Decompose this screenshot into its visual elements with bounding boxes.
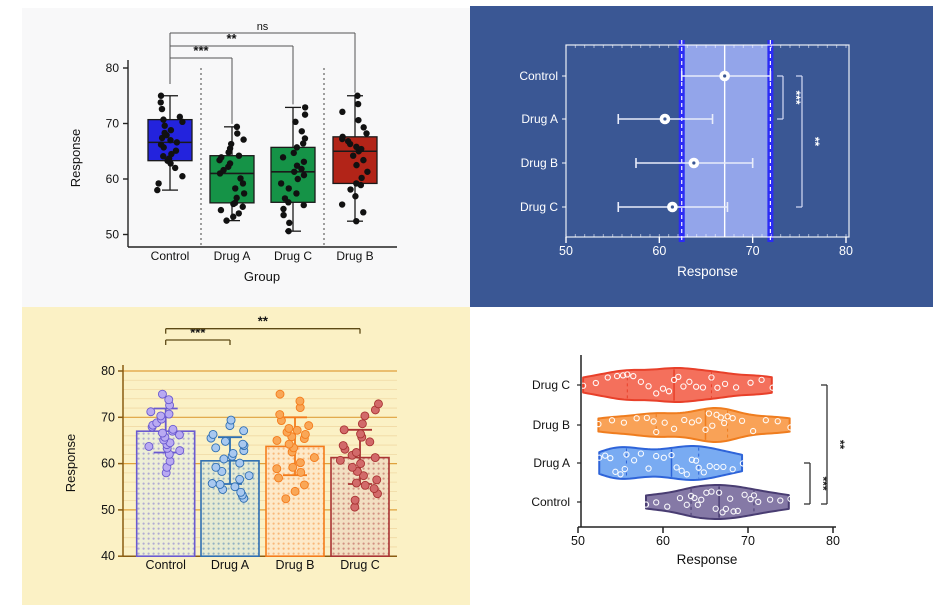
svg-text:Drug B: Drug B (336, 249, 373, 263)
interval-plot-canvas: 50 60 70 80 Response Control Drug A Drug B Drug … (519, 40, 853, 279)
svg-text:40: 40 (101, 549, 115, 563)
svg-text:***: *** (190, 325, 206, 340)
svg-text:70: 70 (101, 410, 115, 424)
panel-interval-plot: 50 60 70 80 Response Control Drug A Drug B Drug … (470, 6, 933, 307)
svg-text:Drug A: Drug A (211, 558, 250, 572)
svg-text:***: *** (193, 43, 209, 58)
svg-text:Drug A: Drug A (214, 249, 251, 263)
svg-text:60: 60 (652, 244, 666, 258)
svg-text:Response: Response (63, 434, 78, 493)
svg-text:Drug C: Drug C (532, 378, 570, 392)
svg-text:50: 50 (559, 244, 573, 258)
svg-text:70: 70 (106, 117, 120, 131)
svg-text:Drug A: Drug A (533, 456, 570, 470)
svg-text:Drug C: Drug C (274, 249, 312, 263)
svg-text:Control: Control (146, 558, 186, 572)
svg-text:Drug C: Drug C (340, 558, 380, 572)
panel-violin-plot: Drug C Drug B Drug A Control 50 60 70 80 Respons… (470, 307, 933, 614)
svg-text:***: *** (816, 476, 830, 490)
boxplot-canvas: 50 60 70 80 Response Control Drug A Drug C Drug … (68, 21, 397, 284)
svg-text:Control: Control (531, 495, 570, 509)
svg-text:70: 70 (746, 244, 760, 258)
svg-text:ns: ns (257, 21, 269, 33)
svg-text:**: ** (226, 31, 237, 46)
svg-text:50: 50 (106, 228, 120, 242)
svg-text:80: 80 (106, 61, 120, 75)
svg-text:50: 50 (101, 503, 115, 517)
svg-text:Group: Group (244, 269, 280, 284)
svg-text:**: ** (833, 440, 847, 450)
svg-text:80: 80 (826, 534, 840, 548)
svg-text:Drug B: Drug B (521, 156, 558, 170)
svg-text:Control: Control (151, 249, 190, 263)
svg-text:60: 60 (106, 172, 120, 186)
svg-text:Drug C: Drug C (520, 200, 558, 214)
panel-boxplot: 50 60 70 80 Response Control Drug A Drug C Drug … (22, 8, 470, 307)
svg-text:60: 60 (656, 534, 670, 548)
bar-chart-canvas: 40 50 60 70 80 Response Control Drug A Drug B Dru… (63, 314, 397, 572)
svg-text:Drug B: Drug B (276, 558, 315, 572)
svg-text:80: 80 (101, 364, 115, 378)
svg-text:60: 60 (101, 457, 115, 471)
violin-plot-canvas: Drug C Drug B Drug A Control 50 60 70 80 Respons… (531, 355, 847, 567)
svg-text:**: ** (808, 137, 822, 147)
panel-bar-chart: 40 50 60 70 80 Response Control Drug A Drug B Dru… (22, 307, 470, 605)
svg-text:Drug B: Drug B (533, 418, 570, 432)
svg-text:80: 80 (839, 244, 853, 258)
svg-text:Response: Response (677, 552, 738, 567)
svg-text:Control: Control (519, 69, 558, 83)
svg-text:Response: Response (677, 264, 738, 279)
svg-text:70: 70 (741, 534, 755, 548)
svg-text:***: *** (789, 90, 803, 104)
svg-text:50: 50 (571, 534, 585, 548)
svg-text:Response: Response (68, 129, 83, 188)
svg-text:Drug A: Drug A (521, 112, 558, 126)
svg-text:**: ** (258, 314, 269, 329)
